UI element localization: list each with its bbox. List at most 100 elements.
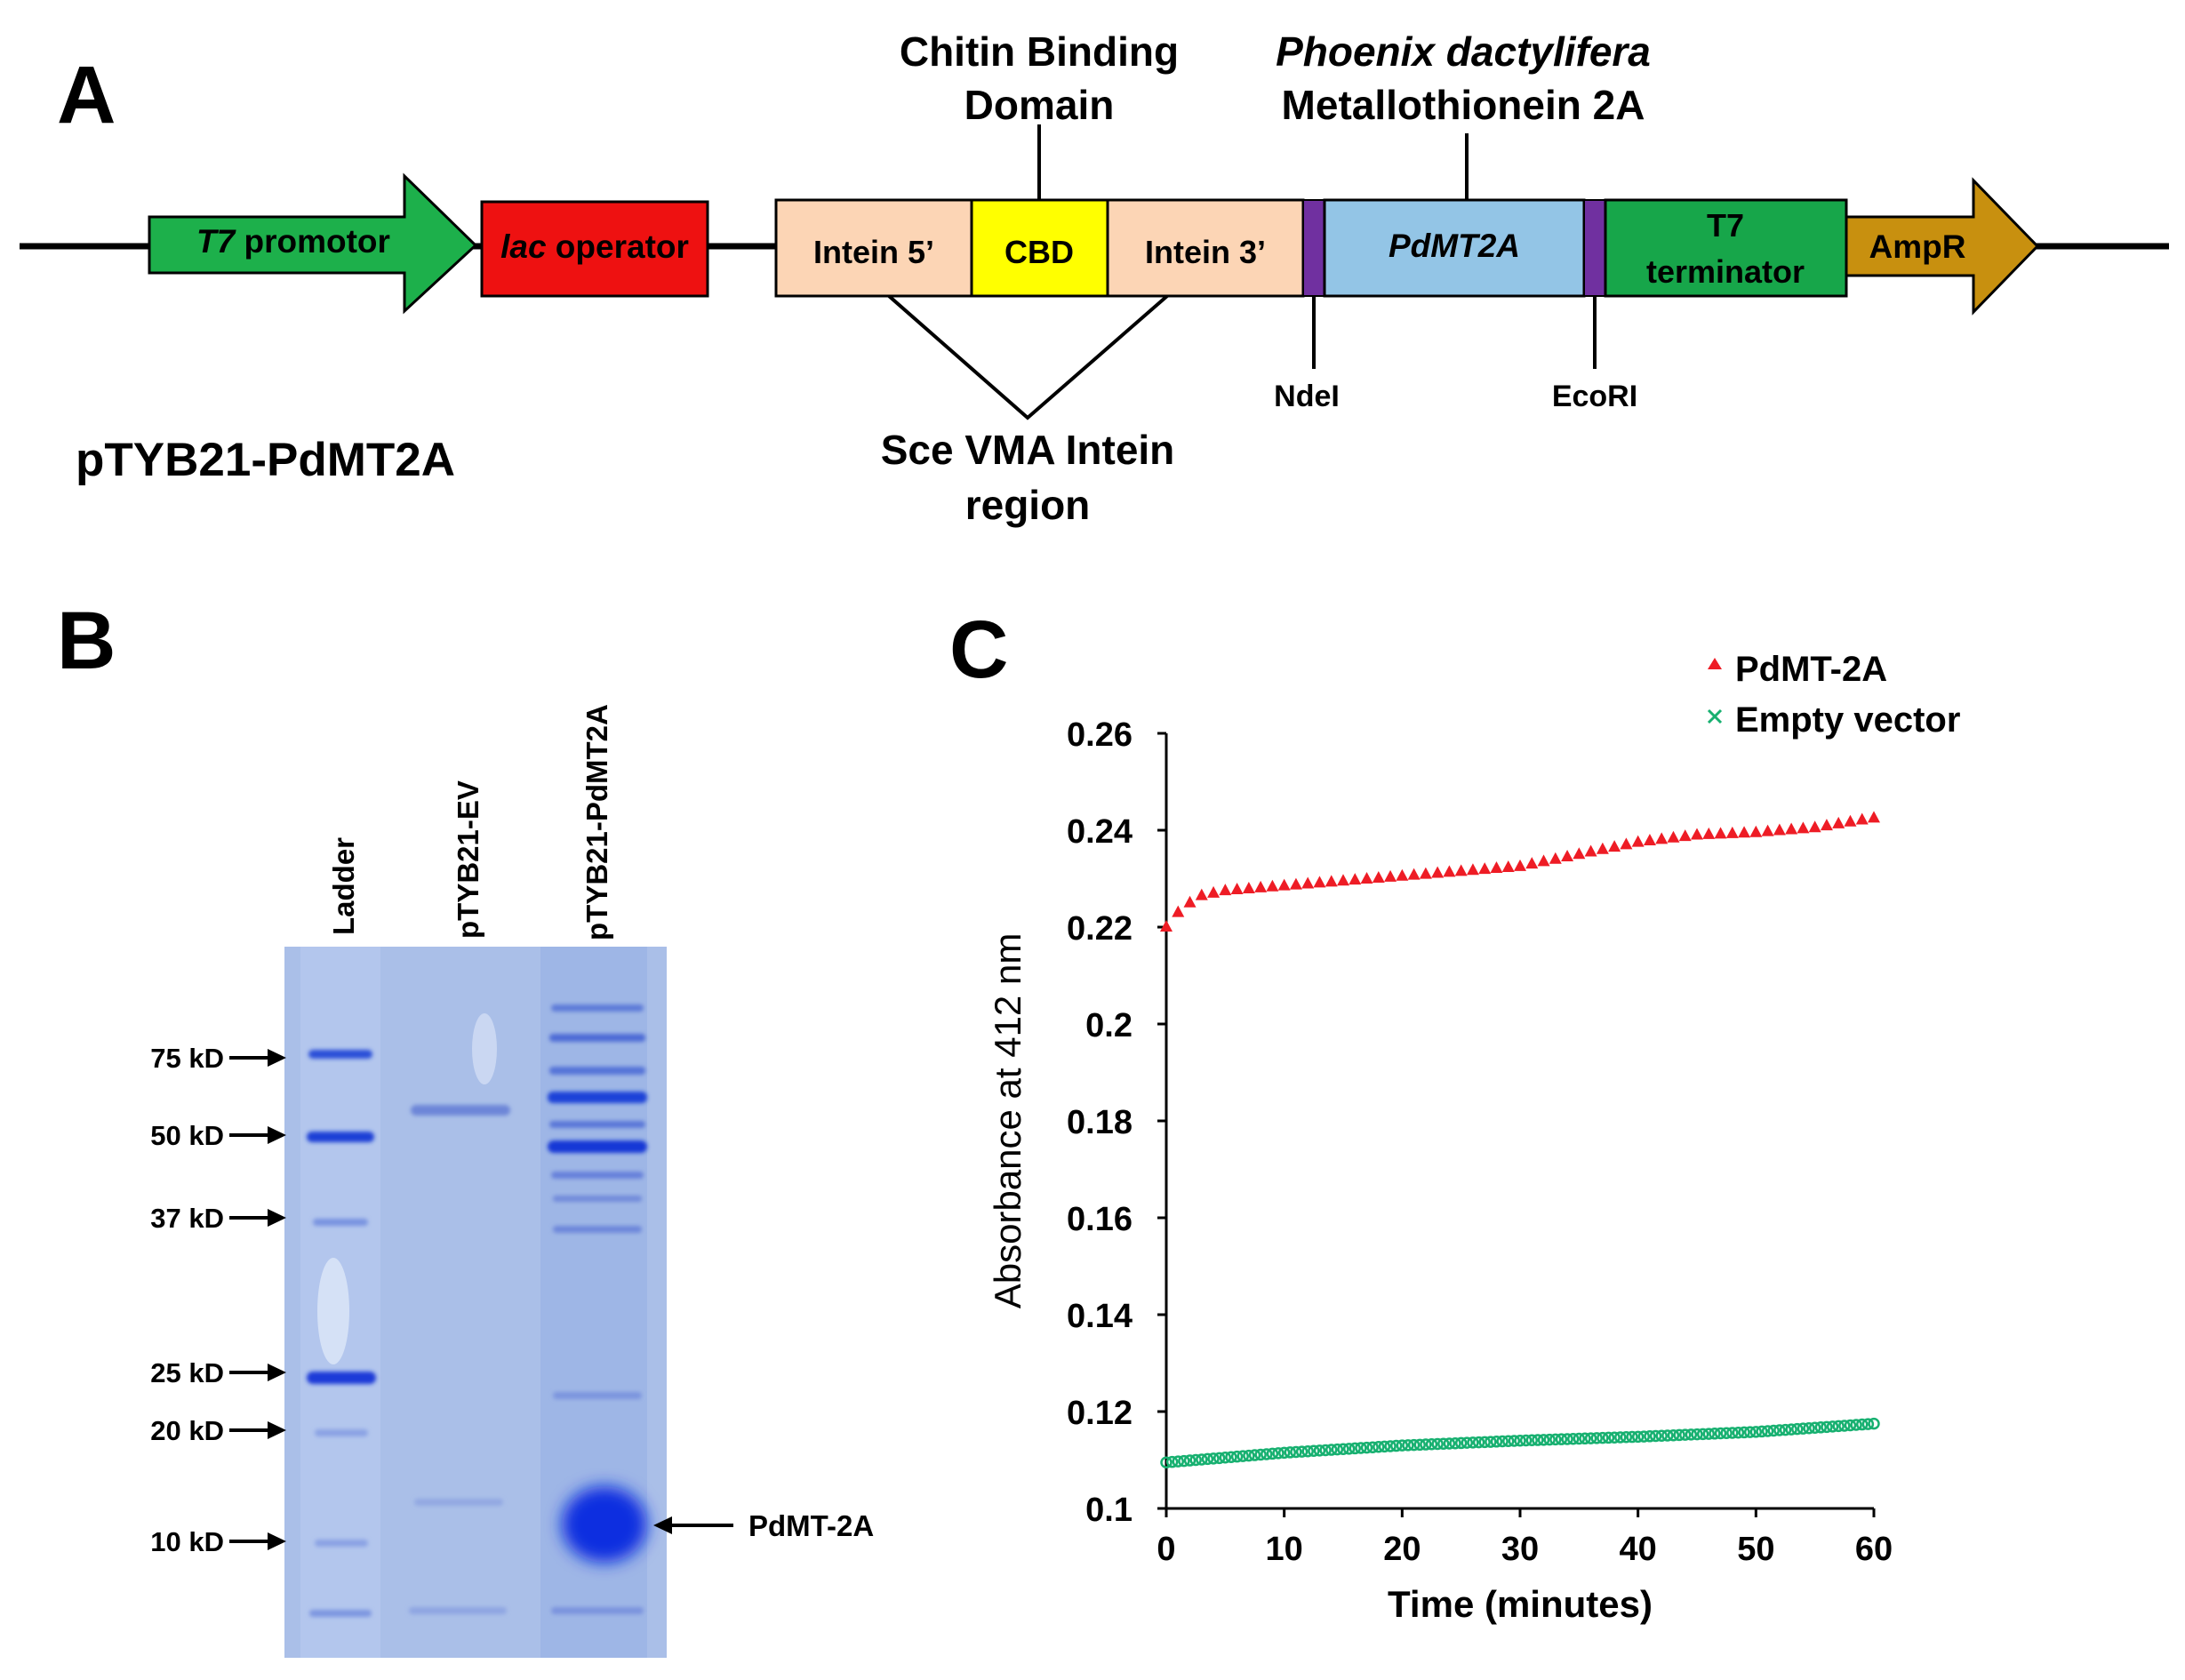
data-point: [1738, 826, 1751, 838]
y-tick-label: 0.16: [1067, 1201, 1133, 1238]
data-point: [1561, 849, 1574, 861]
data-point: [1254, 1448, 1267, 1461]
marker-75-label: 75 kD: [150, 1043, 224, 1074]
pd-band-4: [548, 1092, 647, 1103]
data-point: [1301, 1444, 1314, 1458]
data-point: [1165, 1455, 1179, 1468]
data-point: [1230, 1450, 1244, 1463]
data-point: [1631, 1430, 1645, 1444]
y-axis-ticks: 0.1 0.12 0.14 0.16 0.18 0.2 0.22 0.24 0.26: [1067, 716, 1166, 1529]
data-point: [1537, 1434, 1550, 1446]
x-tick-label: 30: [1501, 1531, 1539, 1568]
data-point: [1490, 1436, 1503, 1448]
data-point: [1861, 1418, 1875, 1430]
data-point: [1821, 1420, 1833, 1434]
data-point: [1566, 1432, 1580, 1445]
data-point: [1832, 1420, 1845, 1433]
ladder-band-20: [315, 1429, 368, 1436]
data-point: [1685, 1428, 1698, 1441]
data-point: [1254, 880, 1268, 892]
x-tick-label: 0: [1157, 1531, 1175, 1568]
intein-5-label: Intein 5’: [813, 234, 934, 270]
data-point: [1608, 840, 1621, 852]
data-point: [1709, 1428, 1721, 1440]
data-point: [1248, 1449, 1261, 1461]
ev-band-55: [411, 1105, 510, 1116]
data-point: [1501, 1435, 1515, 1447]
data-point: [1773, 823, 1786, 836]
data-point: [1820, 819, 1833, 831]
data-point: [1785, 822, 1798, 835]
data-point: [1808, 820, 1821, 833]
legend-label-empty-vector: Empty vector: [1735, 700, 1960, 740]
data-point: [1803, 1421, 1815, 1435]
ladder-band-bottom: [309, 1610, 372, 1617]
ladder-band-75: [308, 1050, 372, 1059]
data-point: [1349, 873, 1362, 885]
data-point: [1189, 1453, 1202, 1467]
data-point: [1342, 1443, 1356, 1455]
ampr-label: AmpR: [1869, 228, 1966, 265]
data-point: [1396, 1439, 1409, 1452]
lac-operator-label: lac operator: [500, 228, 689, 265]
x-axis-ticks: 0 10 20 30 40 50 60: [1157, 1508, 1893, 1568]
data-point: [1196, 1453, 1208, 1466]
ndei-label: NdeI: [1274, 380, 1340, 413]
data-point: [1237, 1450, 1249, 1462]
data-point: [1454, 864, 1468, 876]
panel-c-letter: C: [949, 604, 1008, 695]
pd-band-8: [553, 1196, 642, 1202]
marker-25-label: 25 kD: [150, 1357, 224, 1388]
data-point: [1384, 1440, 1397, 1452]
data-point: [1749, 825, 1763, 837]
data-point: [1826, 1420, 1839, 1433]
marker-37-label: 37 kD: [150, 1203, 224, 1234]
data-point: [1597, 1431, 1609, 1444]
data-point: [1308, 1444, 1320, 1458]
data-point: [1219, 1452, 1232, 1464]
marker-37-arrow: [229, 1209, 286, 1227]
data-point: [1732, 1426, 1745, 1439]
data-point: [1289, 877, 1302, 890]
ev-band-bottom: [409, 1607, 507, 1614]
y-axis-label: Absorbance at 412 nm: [987, 933, 1028, 1309]
data-point: [1461, 1436, 1474, 1449]
data-point: [1644, 1430, 1656, 1443]
sce-label-2: region: [965, 482, 1091, 528]
lane-label-ladder: Ladder: [327, 837, 360, 935]
data-point: [1797, 1422, 1810, 1435]
sce-label-1: Sce VMA Intein: [881, 427, 1175, 473]
data-point: [1478, 1436, 1491, 1449]
gel-glare: [317, 1258, 349, 1364]
pdmt2a-label: PdMT2A: [1389, 228, 1520, 264]
ampr-arrow: [1845, 177, 2040, 316]
panel-b-letter: B: [57, 596, 116, 686]
data-point: [1543, 1433, 1556, 1446]
data-point: [1449, 1436, 1461, 1450]
data-point: [1337, 1443, 1349, 1455]
data-point: [1549, 1433, 1562, 1446]
data-point: [1360, 1441, 1373, 1454]
data-point: [1667, 1428, 1680, 1442]
size-markers: 75 kD 50 kD 37 kD 25 kD 20 kD 10 kD: [150, 1043, 286, 1557]
data-point: [1172, 1455, 1185, 1468]
data-point: [1573, 847, 1586, 860]
data-point: [1785, 1423, 1797, 1436]
chart: 0.1 0.12 0.14 0.16 0.18 0.2 0.22 0.24 0.26 0 10 20…: [987, 716, 1893, 1625]
data-point: [1407, 1438, 1421, 1452]
data-point: [1614, 1431, 1627, 1444]
data-point: [1590, 1432, 1603, 1444]
sce-callout-lines: [887, 294, 1169, 420]
data-point: [1855, 1418, 1869, 1431]
data-point: [1838, 1420, 1851, 1432]
data-point: [1726, 1427, 1739, 1439]
data-point: [1514, 1434, 1526, 1447]
data-point: [1431, 1437, 1444, 1451]
data-point: [1579, 1432, 1591, 1445]
data-point: [1355, 1442, 1367, 1454]
pdmt2a-box: [1323, 198, 1586, 298]
data-point: [1532, 1434, 1544, 1446]
data-point: [1855, 812, 1869, 825]
data-point: [1413, 1438, 1426, 1452]
